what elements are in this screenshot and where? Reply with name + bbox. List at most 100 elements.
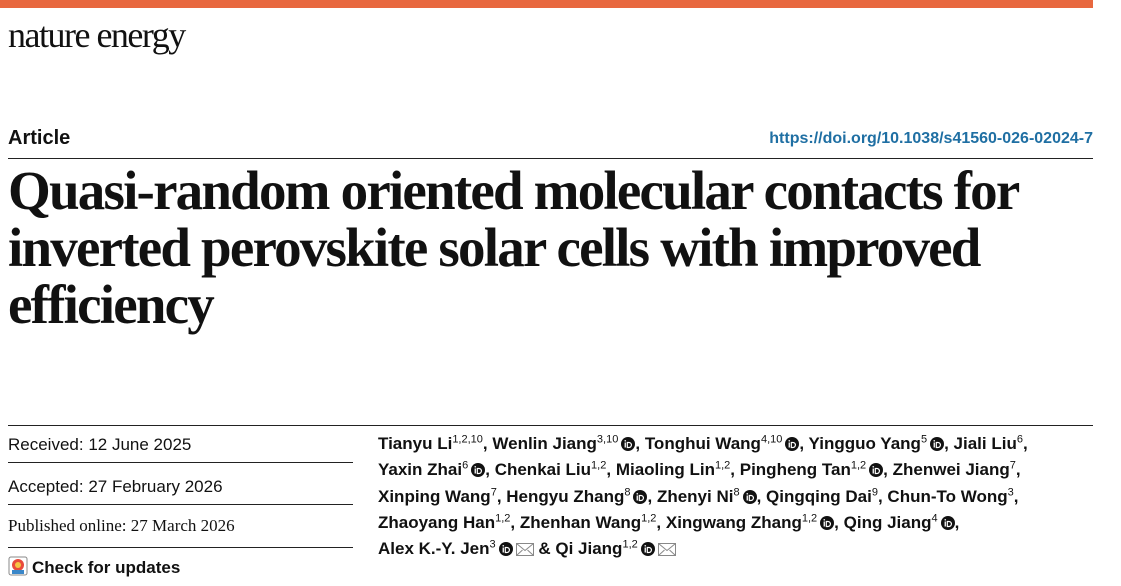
orcid-icon[interactable] xyxy=(621,437,636,451)
affiliation: 8 xyxy=(624,485,631,498)
orcid-icon[interactable] xyxy=(640,542,655,557)
author: Zhaoyang Han1,2, xyxy=(378,513,515,532)
separator: , xyxy=(756,486,762,506)
author: Zhenwei Jiang7, xyxy=(893,460,1021,479)
check-icon xyxy=(8,556,28,576)
affiliation: 1,2 xyxy=(495,512,511,525)
author: Chenkai Liu1,2, xyxy=(495,460,611,479)
affiliation: 1,2,10 xyxy=(452,433,483,446)
author: Tianyu Li1,2,10, xyxy=(378,434,488,453)
check-updates[interactable]: Check for updates xyxy=(8,556,180,578)
separator: , xyxy=(635,434,641,453)
author: Alex K.-Y. Jen3 xyxy=(378,539,534,558)
separator: , xyxy=(834,512,839,532)
author: Pingheng Tan1,2, xyxy=(740,460,888,479)
author-name: Zhenwei Jiang xyxy=(892,460,1010,480)
author-name: Miaoling Lin xyxy=(615,460,715,480)
author-name: Chun-To Wong xyxy=(887,486,1008,506)
affiliation: 7 xyxy=(490,485,497,498)
author-name: Wenlin Jiang xyxy=(492,434,597,453)
author-name: Xingwang Zhang xyxy=(665,512,802,532)
accepted-date: Accepted: 27 February 2026 xyxy=(8,477,223,496)
author-name: Yaxin Zhai xyxy=(378,460,463,480)
separator: , xyxy=(647,486,653,506)
separator: , xyxy=(606,460,612,480)
affiliation: 1,2 xyxy=(714,459,731,472)
author: Jiali Liu6, xyxy=(954,434,1028,453)
separator: , xyxy=(730,460,735,480)
author: Tonghui Wang4,10, xyxy=(645,434,804,453)
separator: , xyxy=(485,460,490,480)
author-name: Qingqing Dai xyxy=(766,486,872,506)
affiliation: 1,2 xyxy=(591,459,607,472)
author: Miaoling Lin1,2, xyxy=(616,460,735,479)
author: Qing Jiang4, xyxy=(844,513,960,532)
orcid-icon[interactable] xyxy=(869,463,884,478)
email-icon[interactable] xyxy=(515,543,534,557)
orcid-icon[interactable] xyxy=(471,463,486,478)
article-type: Article xyxy=(8,127,71,149)
author: Qingqing Dai9, xyxy=(766,485,883,506)
author-name: Tianyu Li xyxy=(378,434,453,453)
affiliation: 1,2 xyxy=(850,459,867,472)
rule xyxy=(8,158,1093,159)
affiliation: 3 xyxy=(1007,485,1014,498)
author-name: Alex K.-Y. Jen xyxy=(378,539,490,559)
separator: , xyxy=(1015,460,1021,480)
doi-link[interactable]: https://doi.org/10.1038/s41560-026-02024… xyxy=(769,130,1093,147)
check-text: Check for updates xyxy=(32,558,181,577)
rule xyxy=(8,425,1093,426)
affiliation: 3,10 xyxy=(596,433,619,446)
author: Chun-To Wong3, xyxy=(887,485,1019,506)
affiliation: 3 xyxy=(489,538,496,551)
affiliation: 8 xyxy=(733,485,740,498)
email-icon[interactable] xyxy=(657,543,676,557)
affiliation: 5 xyxy=(920,433,928,446)
orcid-icon[interactable] xyxy=(930,437,945,451)
separator: , xyxy=(1013,486,1019,506)
author-name: Yingguo Yang xyxy=(808,434,921,453)
rule xyxy=(8,504,353,505)
author-name: Zhaoyang Han xyxy=(378,512,496,532)
top-bar xyxy=(0,0,1093,8)
separator: , xyxy=(799,434,805,453)
separator: , xyxy=(954,512,960,532)
affiliation: 4 xyxy=(931,512,938,525)
affiliation: 7 xyxy=(1009,459,1016,472)
rule xyxy=(8,547,353,548)
author: Zhenhan Wang1,2, xyxy=(520,513,661,532)
separator: , xyxy=(656,512,662,532)
author-name: Qi Jiang xyxy=(555,539,623,559)
separator: , xyxy=(883,460,888,480)
orcid-icon[interactable] xyxy=(633,489,648,504)
affiliation: 1,2 xyxy=(641,512,657,525)
orcid-icon[interactable] xyxy=(940,515,955,530)
affiliation: 9 xyxy=(871,485,878,498)
separator: , xyxy=(496,486,502,506)
affiliation: 1,2 xyxy=(801,512,818,525)
author: Zhenyi Ni8, xyxy=(657,485,762,506)
orcid-icon[interactable] xyxy=(785,437,800,451)
author: Xingwang Zhang1,2, xyxy=(666,513,839,532)
published-date: Published online: 27 March 2026 xyxy=(8,516,235,535)
author-name: Pingheng Tan xyxy=(739,460,851,480)
orcid-icon[interactable] xyxy=(742,489,757,504)
received-date: Received: 12 June 2025 xyxy=(8,435,192,454)
separator: , xyxy=(510,512,516,532)
author: Xinping Wang7, xyxy=(378,485,502,506)
author-name: Tonghui Wang xyxy=(644,434,761,453)
separator: , xyxy=(877,486,883,506)
affiliation: 1,2 xyxy=(622,538,638,551)
author-name: Zhenhan Wang xyxy=(519,512,642,532)
orcid-icon[interactable] xyxy=(820,515,835,530)
separator: , xyxy=(944,434,949,453)
author-name: Chenkai Liu xyxy=(494,460,592,480)
article-title: Quasi-random oriented molecular contacts… xyxy=(8,160,1019,335)
orcid-icon[interactable] xyxy=(498,542,513,557)
author: Yaxin Zhai6, xyxy=(378,460,490,479)
author-list: Tianyu Li1,2,10, Wenlin Jiang3,10, Tongh… xyxy=(378,431,1098,562)
separator: , xyxy=(1022,434,1028,453)
author-name: Jiali Liu xyxy=(953,434,1017,453)
rule xyxy=(8,462,353,463)
